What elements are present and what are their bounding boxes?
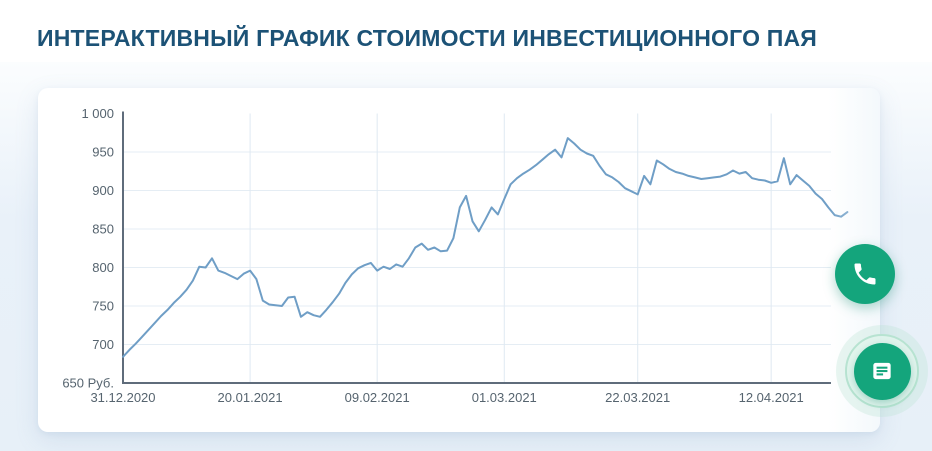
x-axis-label: 12.04.2021 (739, 390, 804, 405)
phone-icon (854, 263, 876, 285)
document-icon (873, 362, 891, 380)
x-axis-label: 09.02.2021 (345, 390, 410, 405)
page-title: ИНТЕРАКТИВНЫЙ ГРАФИК СТОИМОСТИ ИНВЕСТИЦИ… (37, 25, 818, 51)
y-axis-label: 850 (92, 222, 114, 237)
y-axis-label: 1 000 (81, 106, 114, 121)
x-axis-label: 31.12.2020 (90, 390, 155, 405)
chart-card: 1 000 950 900 850 800 750 700 650 Руб. 31.12.202… (38, 88, 880, 432)
y-axis-label: 800 (92, 260, 114, 275)
price-line-chart[interactable]: 1 000 950 900 850 800 750 700 650 Руб.31.12.202… (38, 88, 880, 432)
y-axis-label: 900 (92, 183, 114, 198)
y-axis-label: 700 (92, 337, 114, 352)
price-line (122, 137, 849, 358)
y-axis-label: 950 (92, 145, 114, 160)
documents-button-ring (845, 334, 919, 408)
y-axis-label: 750 (92, 299, 114, 314)
phone-button[interactable] (835, 244, 895, 304)
x-axis-label: 22.03.2021 (605, 390, 670, 405)
x-axis-label: 01.03.2021 (472, 390, 537, 405)
x-axis-label: 20.01.2021 (218, 390, 283, 405)
y-axis-label: 650 Руб. (62, 376, 114, 391)
documents-button-halo (836, 325, 928, 417)
documents-button[interactable] (853, 342, 911, 400)
